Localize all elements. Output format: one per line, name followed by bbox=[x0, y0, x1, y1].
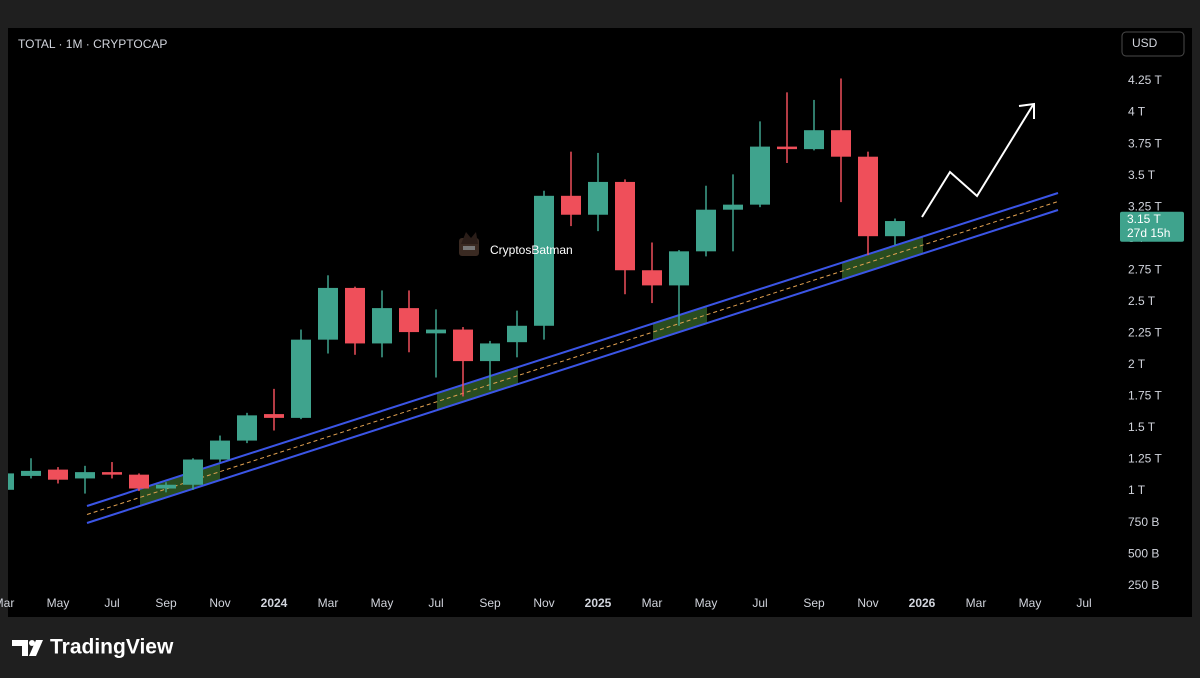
candle-body bbox=[102, 472, 122, 475]
x-tick-label: Jul bbox=[752, 596, 767, 610]
watermark: CryptosBatman bbox=[490, 243, 573, 257]
chart-title: TOTAL · 1M · CRYPTOCAP bbox=[18, 37, 167, 51]
brand-logo bbox=[12, 640, 43, 656]
y-tick-label: 3.75 T bbox=[1128, 136, 1162, 150]
brand: TradingView bbox=[50, 636, 174, 659]
currency-label[interactable]: USD bbox=[1132, 36, 1158, 50]
y-axis: 250 B 500 B 750 B 1 T 1.25 T 1.5 T 1.75 T 2 T 2.… bbox=[1128, 73, 1162, 592]
y-tick-label: 3.25 T bbox=[1128, 199, 1162, 213]
candle-body bbox=[183, 459, 203, 485]
drawings: CryptosBatman bbox=[8, 78, 1059, 524]
candle-body bbox=[48, 469, 68, 480]
x-tick-label: May bbox=[695, 596, 718, 610]
projection-arrow bbox=[921, 104, 1034, 218]
x-tick-label: May bbox=[1019, 596, 1042, 610]
candle-body bbox=[831, 130, 851, 157]
x-tick-label: Jul bbox=[104, 596, 119, 610]
y-tick-label: 2.25 T bbox=[1128, 326, 1162, 340]
candle-body bbox=[642, 270, 662, 286]
candle-body bbox=[696, 209, 716, 252]
x-tick-label: 2026 bbox=[909, 596, 936, 610]
channel-middle bbox=[86, 201, 1059, 515]
x-tick-label: May bbox=[371, 596, 394, 610]
y-tick-label: 250 B bbox=[1128, 578, 1159, 592]
candle-body bbox=[561, 195, 581, 215]
candle-body bbox=[372, 308, 392, 344]
candle-body bbox=[156, 484, 176, 489]
candle-body bbox=[588, 181, 608, 215]
x-tick-label: Nov bbox=[857, 596, 878, 610]
x-tick-label: Mar bbox=[966, 596, 987, 610]
y-tick-label: 500 B bbox=[1128, 546, 1159, 560]
y-tick-label: 1.25 T bbox=[1128, 452, 1162, 466]
candle-body bbox=[723, 204, 743, 210]
y-tick-label: 750 B bbox=[1128, 515, 1159, 529]
y-tick-label: 2.5 T bbox=[1128, 294, 1156, 308]
x-tick-label: Nov bbox=[533, 596, 554, 610]
highlight-zone bbox=[437, 367, 518, 411]
candle-body bbox=[345, 287, 365, 344]
candle-body bbox=[750, 146, 770, 205]
candle-body bbox=[615, 181, 635, 271]
candle-body bbox=[534, 195, 554, 326]
candle-body bbox=[210, 440, 230, 460]
y-tick-label: 1 T bbox=[1128, 483, 1146, 497]
candle-body bbox=[21, 470, 41, 476]
x-tick-label: 2024 bbox=[261, 596, 288, 610]
y-tick-label: 4.25 T bbox=[1128, 73, 1162, 87]
candle-body bbox=[426, 329, 446, 334]
y-tick-label: 3.5 T bbox=[1128, 168, 1156, 182]
candle-body bbox=[237, 415, 257, 441]
countdown: 27d 15h bbox=[1127, 226, 1170, 240]
candle-body bbox=[804, 130, 824, 150]
candle-body bbox=[885, 221, 905, 237]
y-tick-label: 1.5 T bbox=[1128, 420, 1156, 434]
x-tick-label: Mar bbox=[642, 596, 663, 610]
candle-body bbox=[480, 343, 500, 362]
candle-body bbox=[291, 339, 311, 418]
x-tick-label: Nov bbox=[209, 596, 230, 610]
candle-body bbox=[507, 325, 527, 343]
chart-panel bbox=[8, 28, 1192, 617]
x-tick-label: Sep bbox=[479, 596, 501, 610]
candle-body bbox=[669, 251, 689, 286]
candle-body bbox=[264, 414, 284, 418]
candle-body bbox=[399, 308, 419, 333]
y-tick-label: 2 T bbox=[1128, 357, 1146, 371]
watermark-icon bbox=[459, 232, 479, 256]
x-tick-label: 2025 bbox=[585, 596, 612, 610]
x-tick-label: Mar bbox=[0, 596, 14, 610]
x-tick-label: May bbox=[47, 596, 70, 610]
candle-body bbox=[318, 287, 338, 340]
arrow-head bbox=[1018, 102, 1035, 119]
currency-button[interactable] bbox=[1121, 31, 1185, 57]
y-tick-label: 1.75 T bbox=[1128, 389, 1162, 403]
x-tick-label: Jul bbox=[428, 596, 443, 610]
last-price-label: 3.15 T bbox=[1127, 212, 1161, 226]
candle-body bbox=[8, 473, 14, 490]
x-axis: Mar May Jul Sep Nov 2024 Mar May Jul Sep Nov 2025 Ma… bbox=[0, 596, 1092, 610]
y-tick-label: 2.75 T bbox=[1128, 262, 1162, 276]
channel-upper bbox=[86, 192, 1059, 507]
candle-body bbox=[75, 472, 95, 479]
candle-body bbox=[129, 474, 149, 489]
x-tick-label: Jul bbox=[1076, 596, 1091, 610]
channel-lower bbox=[86, 209, 1059, 524]
candle-body bbox=[777, 146, 797, 150]
y-tick-label: 4 T bbox=[1128, 105, 1146, 119]
x-tick-label: Mar bbox=[318, 596, 339, 610]
x-tick-label: Sep bbox=[803, 596, 825, 610]
x-tick-label: Sep bbox=[155, 596, 177, 610]
last-price-tag bbox=[1120, 211, 1184, 242]
candle-body bbox=[453, 329, 473, 362]
candle-body bbox=[858, 156, 878, 237]
candles bbox=[8, 78, 905, 494]
